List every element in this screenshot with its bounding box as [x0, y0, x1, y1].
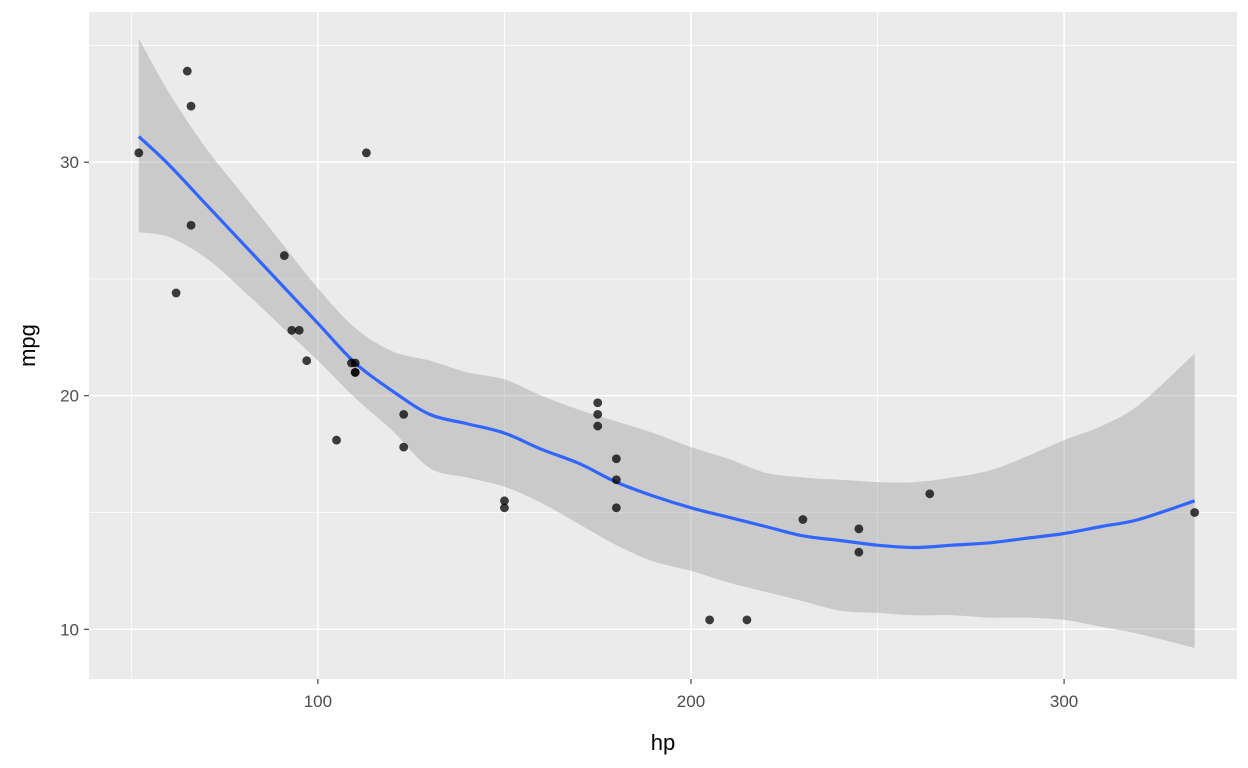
data-point — [593, 409, 603, 419]
y-tick-label: 10 — [60, 620, 79, 639]
data-point — [347, 358, 356, 368]
data-point — [171, 288, 181, 298]
data-point — [399, 442, 409, 452]
data-point — [182, 66, 192, 76]
data-point — [593, 398, 603, 408]
x-tick-label: 200 — [677, 692, 705, 711]
data-point — [500, 503, 509, 513]
y-tick-label: 30 — [60, 153, 79, 172]
data-point — [798, 515, 808, 524]
data-point — [361, 148, 371, 158]
data-point — [611, 503, 621, 513]
minor-gridlines — [89, 12, 1237, 679]
major-gridlines — [89, 12, 1237, 679]
data-point — [399, 409, 409, 419]
plot-panel — [89, 12, 1237, 679]
data-point — [186, 101, 196, 111]
data-point — [302, 356, 312, 366]
data-point — [350, 367, 360, 377]
data-point — [500, 496, 509, 506]
data-points — [134, 66, 1200, 625]
data-point — [134, 148, 144, 158]
y-tick-label: 20 — [60, 387, 79, 406]
data-point — [925, 489, 935, 499]
data-point — [332, 435, 341, 445]
smooth-line — [137, 135, 1196, 550]
data-point — [854, 547, 864, 557]
data-point — [279, 251, 289, 260]
data-point — [854, 524, 864, 534]
x-tick-label: 300 — [1050, 692, 1078, 711]
data-point — [742, 615, 752, 625]
data-point — [705, 615, 715, 625]
x-tick-label: 100 — [304, 692, 332, 711]
data-point — [593, 421, 603, 431]
data-point — [287, 325, 297, 335]
data-point — [294, 325, 304, 335]
data-point — [1190, 508, 1200, 517]
data-point — [611, 475, 621, 485]
data-point — [186, 220, 196, 230]
x-axis-title: hp — [651, 730, 675, 755]
y-axis-title: mpg — [15, 324, 40, 367]
data-point — [611, 454, 621, 464]
y-axis-ticks: 10 20 30 — [60, 153, 89, 639]
x-axis-ticks: 100 200 300 — [304, 679, 1078, 711]
